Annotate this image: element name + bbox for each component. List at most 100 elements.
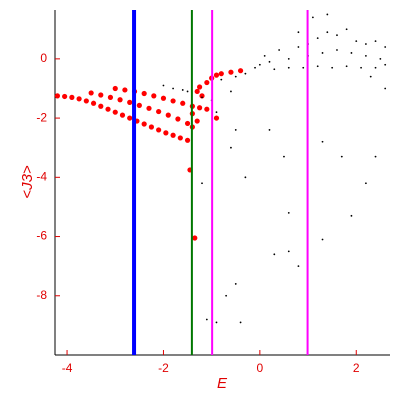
point [184, 137, 191, 143]
point [186, 90, 189, 93]
point [336, 34, 338, 37]
point [175, 116, 181, 122]
point [136, 102, 142, 108]
point [163, 130, 169, 136]
point [98, 103, 104, 109]
point [141, 90, 147, 97]
point [379, 57, 382, 60]
point [180, 100, 186, 106]
point [199, 93, 205, 99]
point [165, 112, 171, 118]
point [321, 238, 324, 241]
point [218, 71, 224, 77]
point [364, 43, 367, 45]
point [374, 66, 377, 69]
point [297, 265, 300, 268]
point [192, 235, 198, 241]
point [225, 294, 228, 297]
point [384, 46, 387, 48]
point [184, 120, 191, 127]
point [181, 89, 184, 91]
point [237, 68, 244, 74]
point [287, 211, 290, 214]
point [302, 66, 305, 69]
point [369, 75, 372, 78]
point [230, 146, 232, 149]
point [278, 49, 281, 51]
point [177, 135, 183, 141]
point [364, 55, 367, 57]
point [215, 321, 218, 324]
point [162, 84, 165, 87]
point [197, 105, 203, 111]
point [204, 79, 210, 86]
point [239, 321, 242, 324]
point [213, 72, 220, 78]
point [297, 46, 300, 48]
point [151, 93, 157, 99]
point [69, 94, 75, 100]
point [234, 283, 237, 285]
point [345, 65, 348, 68]
point [258, 63, 261, 66]
point [112, 85, 118, 92]
point [273, 68, 276, 71]
point [355, 40, 358, 42]
point [331, 66, 334, 69]
point [345, 28, 348, 31]
point [283, 155, 285, 158]
point [228, 69, 234, 75]
point [384, 87, 387, 90]
point [321, 140, 324, 143]
point [263, 55, 266, 57]
point [127, 115, 133, 121]
point [268, 60, 271, 63]
point [204, 106, 210, 112]
point [336, 49, 338, 51]
x-axis-label: E [217, 375, 228, 392]
y-tick-label: -8 [36, 288, 47, 302]
point [105, 106, 111, 112]
point [194, 88, 200, 95]
point [141, 121, 147, 127]
point [311, 16, 314, 19]
point [321, 52, 324, 54]
point [244, 72, 247, 75]
point [98, 92, 104, 98]
point [340, 155, 343, 158]
point [374, 40, 377, 42]
point [287, 66, 290, 69]
point [244, 176, 247, 179]
point [107, 94, 114, 100]
point [117, 97, 123, 103]
point [201, 96, 203, 99]
point [326, 31, 329, 34]
point [326, 13, 329, 16]
point [156, 127, 162, 133]
y-tick-label: -2 [36, 110, 47, 124]
point [350, 214, 353, 217]
point [364, 182, 367, 185]
point [360, 66, 362, 69]
point [350, 52, 353, 54]
point [146, 105, 152, 111]
point [170, 98, 176, 104]
point [273, 253, 276, 256]
point [374, 155, 377, 158]
point [297, 31, 300, 34]
point [112, 109, 118, 115]
point [230, 90, 232, 93]
point [234, 129, 237, 131]
point [83, 98, 89, 104]
point [160, 95, 167, 101]
x-tick-label: 0 [257, 361, 264, 375]
point [119, 112, 126, 118]
point [172, 87, 174, 90]
x-tick-label: 2 [353, 361, 360, 375]
point [205, 318, 208, 321]
point [170, 132, 176, 138]
y-tick-label: -6 [36, 229, 47, 243]
point [54, 93, 61, 99]
x-tick-label: -2 [158, 361, 169, 375]
point [194, 118, 200, 124]
